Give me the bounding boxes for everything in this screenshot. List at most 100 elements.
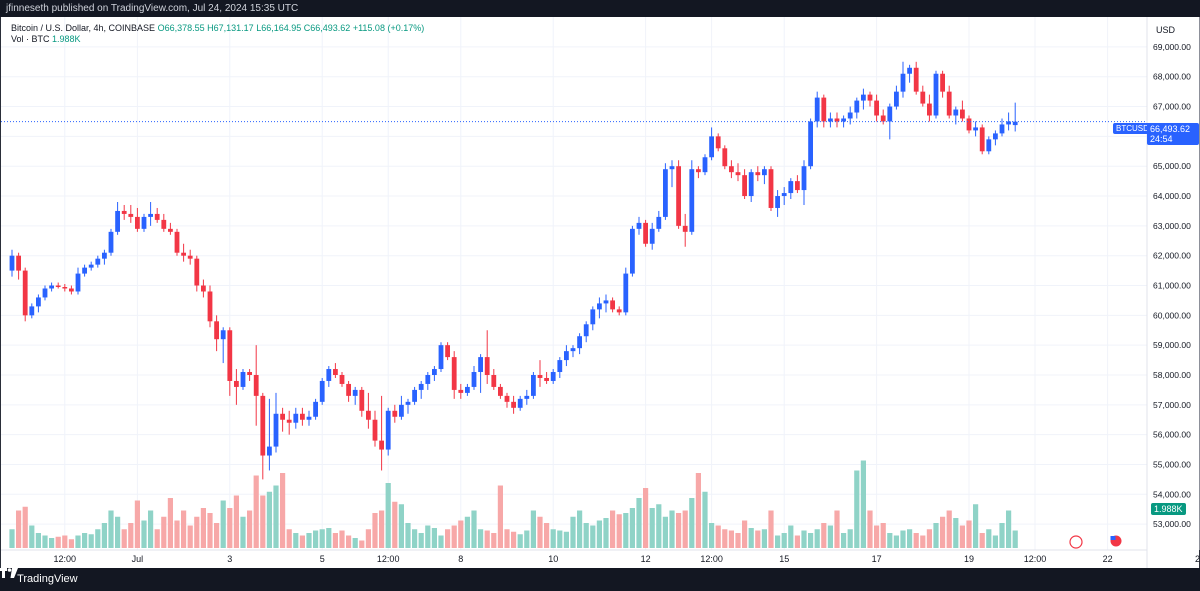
volume-bar [913,533,919,548]
candle-body [702,157,708,173]
candle-body [399,404,404,417]
candle-body [102,252,107,259]
volume-bar [577,510,583,548]
candle-body [62,287,68,289]
volume-bar [682,510,688,548]
volume-bar [517,534,523,548]
candle-body [293,413,299,423]
candle-body [966,118,972,131]
volume-bar [887,533,893,548]
candle-body [220,330,226,340]
volume-bar [874,525,880,548]
candle-body [649,228,655,244]
candle-body [108,231,114,253]
x-tick-label: 3 [227,554,232,564]
volume-bar [260,495,266,548]
candle-body [814,97,820,122]
volume-bar [590,525,596,548]
candle-body [471,372,477,387]
candle-body [504,395,510,402]
candle-body [920,91,926,104]
candle-body [544,377,549,381]
candle-body [366,410,371,420]
y-tick-label: 57,000.00 [1153,400,1191,410]
candle-body [260,395,266,456]
candle-body [821,97,827,122]
volume-bar [821,523,827,548]
candle-body [405,401,411,405]
volume-bar [643,488,649,548]
volume-bar [953,518,959,548]
candle-body [425,375,431,384]
volume-bar [478,529,484,548]
candle-body [577,336,582,349]
candle-body [491,375,497,387]
volume-bar [748,528,754,548]
volume-bar [372,513,378,548]
y-tick-label: 55,000.00 [1153,459,1191,469]
x-tick-label: Jul [132,554,144,564]
last-price-value: 66,493.62 [1150,124,1191,134]
footer-brand[interactable]: TradingView [17,573,78,585]
volume-bar [115,516,121,548]
symbol-price-tag: BTCUSD [1113,123,1152,134]
y-tick-label: 69,000.00 [1153,42,1191,52]
volume-bar [82,533,88,548]
volume-bar [860,460,866,548]
volume-bar [280,473,286,548]
price-chart[interactable]: 69,000.0068,000.0067,000.0066,000.0065,0… [1,17,1200,568]
volume-bar [365,529,371,548]
volume-bar [68,539,74,548]
candle-body [385,410,391,450]
candle-body [306,416,312,420]
volume-bar [326,528,332,548]
y-tick-label: 65,000.00 [1153,161,1191,171]
x-tick-label: 12:00 [1024,554,1047,564]
y-tick-label: 62,000.00 [1153,251,1191,261]
candle-body [768,169,774,208]
volume-bar [689,498,695,548]
flash-icon[interactable] [1069,535,1083,549]
volume-bar [867,510,873,548]
volume-bar [616,514,622,548]
candle-body [168,228,173,232]
volume-bar [49,538,55,548]
candle-body [960,109,965,119]
volume-bar [933,523,939,548]
x-tick-label: 12:00 [377,554,400,564]
volume-bar [900,530,906,548]
currency-label[interactable]: USD [1156,25,1176,35]
chart-area[interactable]: 69,000.0068,000.0067,000.0066,000.0065,0… [0,17,1200,568]
candle-body [570,348,576,352]
candle-body [379,440,384,450]
candle-body [610,300,615,310]
candle-body [286,419,292,423]
candle-body [887,106,893,122]
candle-body [484,357,490,375]
candle-body [847,112,853,119]
candle-body [49,285,54,289]
volume-bar [266,491,272,548]
candle-body [1012,121,1018,126]
candle-body [141,216,147,229]
candle-body [656,216,662,229]
volume-bar [174,520,180,548]
candle-body [993,133,998,140]
candle-body [181,252,186,256]
candle-body [834,118,840,122]
volume-bar [148,510,154,548]
volume-bar [907,529,913,548]
candle-body [696,169,701,173]
candle-body [927,103,932,116]
volume-bar [128,523,134,548]
x-tick-label: 8 [458,554,463,564]
candle-body [148,213,153,217]
volume-bar [134,500,140,548]
candle-body [603,300,609,304]
volume-bar [359,540,365,548]
candle-body [445,345,450,358]
volume-bar [491,533,497,548]
candle-body [55,285,61,288]
volume-bar [299,535,305,548]
